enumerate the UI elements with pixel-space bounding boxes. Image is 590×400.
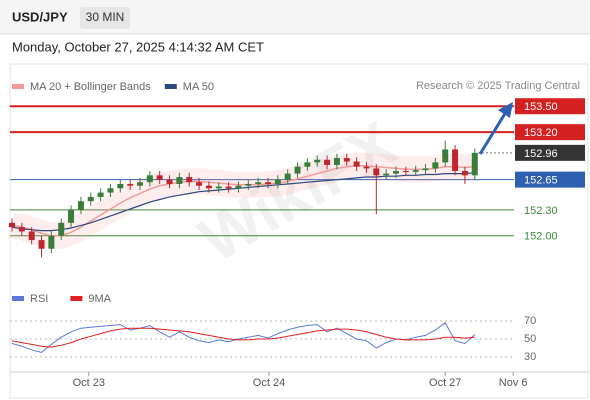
y-tick-label: 30 bbox=[524, 351, 536, 363]
legend-label: MA 20 + Bollinger Bands bbox=[30, 81, 151, 93]
candle-body bbox=[461, 171, 468, 176]
candle-body bbox=[146, 175, 153, 183]
candle-body bbox=[442, 149, 449, 163]
candle-body bbox=[314, 159, 321, 163]
plot: MA 20 + Bollinger Bands MA 50 153.50 153.20… bbox=[8, 81, 588, 389]
candle-body bbox=[9, 222, 15, 228]
candle-body bbox=[432, 162, 439, 169]
candle-body bbox=[304, 162, 311, 167]
candle-body bbox=[373, 168, 380, 176]
x-tick-label: Nov 6 bbox=[499, 377, 528, 389]
y-tick-label: 50 bbox=[524, 333, 536, 345]
candle-body bbox=[166, 179, 173, 184]
candle-body bbox=[245, 183, 252, 186]
legend-swatch bbox=[164, 84, 177, 89]
ma-line bbox=[11, 165, 475, 237]
legend-swatch bbox=[12, 296, 24, 301]
arrow-head bbox=[498, 102, 513, 118]
level-label: 152.65 bbox=[524, 175, 558, 187]
symbol: USD/JPY bbox=[12, 9, 68, 24]
candle-body bbox=[324, 159, 331, 165]
subtitle: Monday, October 27, 2025 4:14:32 AM CET bbox=[12, 39, 264, 54]
candle-body bbox=[402, 171, 409, 172]
level-box bbox=[515, 144, 585, 161]
level-label: 152.96 bbox=[524, 148, 558, 160]
candle-body bbox=[196, 182, 203, 186]
level-label: 153.20 bbox=[524, 127, 558, 139]
candle-body bbox=[28, 231, 35, 241]
candle-body bbox=[284, 173, 291, 180]
rsi-line bbox=[11, 327, 475, 348]
legend-label: RSI bbox=[30, 293, 48, 305]
timeframe-box bbox=[80, 7, 130, 29]
candle-body bbox=[77, 201, 84, 210]
candle-body bbox=[393, 171, 399, 174]
candle-body bbox=[48, 235, 55, 249]
level-label: 153.50 bbox=[524, 101, 558, 113]
panel-frame bbox=[9, 63, 589, 399]
candle-body bbox=[471, 152, 478, 176]
candle-body bbox=[422, 168, 429, 171]
candle-body bbox=[265, 182, 271, 184]
candle-body bbox=[383, 173, 390, 176]
candle-body bbox=[333, 158, 340, 165]
level-box bbox=[515, 124, 585, 141]
candle-body bbox=[205, 185, 212, 189]
candle-body bbox=[117, 183, 124, 189]
candle-body bbox=[68, 209, 75, 223]
candle-body bbox=[235, 185, 242, 189]
candle-body bbox=[225, 186, 232, 189]
candle-body bbox=[255, 182, 262, 184]
candle-body bbox=[127, 183, 134, 186]
candle-body bbox=[176, 177, 183, 184]
source: Research © 2025 Trading Central bbox=[416, 80, 580, 92]
candle-body bbox=[38, 240, 45, 249]
level-box bbox=[515, 98, 585, 115]
y-tick-label: 70 bbox=[524, 315, 536, 327]
candle-body bbox=[274, 179, 281, 184]
arrow-shaft bbox=[478, 111, 508, 155]
candle-body bbox=[97, 192, 104, 197]
candle-body bbox=[353, 161, 360, 167]
candle-body bbox=[87, 196, 94, 202]
level-box bbox=[515, 171, 585, 188]
candle-body bbox=[363, 166, 370, 169]
legend-label: MA 50 bbox=[183, 81, 214, 93]
legend-swatch bbox=[70, 296, 83, 301]
legend-swatch bbox=[12, 84, 24, 89]
candle-body bbox=[186, 177, 193, 183]
x-tick-label: Oct 24 bbox=[253, 377, 285, 389]
candle-body bbox=[452, 149, 459, 171]
candle-body bbox=[107, 188, 114, 193]
candle-body bbox=[156, 175, 163, 180]
candle-body bbox=[137, 182, 143, 186]
level-label: 152.00 bbox=[524, 231, 558, 243]
candle-body bbox=[343, 158, 350, 162]
ma-line bbox=[11, 172, 475, 232]
level-label: 152.30 bbox=[524, 205, 558, 217]
candle-body bbox=[215, 186, 222, 189]
timeframe: 30 MIN bbox=[86, 10, 125, 24]
candle-body bbox=[294, 166, 301, 174]
candle-body bbox=[58, 222, 65, 236]
legend-label: 9MA bbox=[88, 293, 111, 305]
x-tick-label: Oct 27 bbox=[429, 377, 461, 389]
x-tick-label: Oct 23 bbox=[73, 377, 105, 389]
candle-body bbox=[18, 227, 25, 232]
candle-body bbox=[412, 170, 419, 172]
